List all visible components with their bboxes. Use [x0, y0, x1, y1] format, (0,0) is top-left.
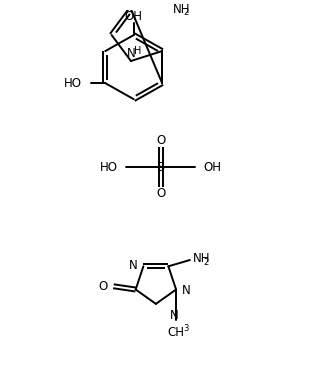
Text: O: O: [156, 187, 165, 200]
Text: 2: 2: [184, 8, 189, 17]
Text: OH: OH: [204, 161, 222, 174]
Text: O: O: [156, 134, 165, 147]
Text: N: N: [127, 47, 135, 60]
Text: N: N: [129, 258, 138, 272]
Text: N: N: [182, 283, 190, 297]
Text: 3: 3: [183, 324, 188, 333]
Text: O: O: [99, 280, 108, 293]
Text: N: N: [170, 309, 179, 322]
Text: OH: OH: [125, 10, 143, 23]
Text: S: S: [156, 161, 164, 174]
Text: H: H: [134, 46, 142, 56]
Text: HO: HO: [100, 161, 117, 174]
Text: NH: NH: [192, 252, 210, 265]
Text: CH: CH: [168, 326, 184, 338]
Text: HO: HO: [64, 77, 82, 90]
Text: 2: 2: [204, 258, 209, 267]
Text: NH: NH: [172, 3, 190, 16]
